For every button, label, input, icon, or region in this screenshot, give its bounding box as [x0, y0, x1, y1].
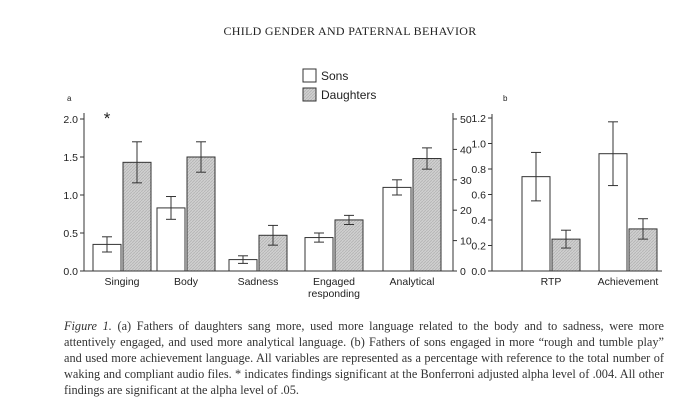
- panel-a-left-tick-label: 1.5: [63, 152, 78, 164]
- running-head: CHILD GENDER AND PATERNAL BEHAVIOR: [223, 24, 477, 38]
- errorbar-b-sons-1: [608, 121, 618, 187]
- panel-a-left-tick-label: 0.0: [63, 266, 78, 278]
- caption-figure-label: Figure 1.: [64, 319, 112, 333]
- category-label-a: Analytical: [390, 276, 435, 288]
- panel-b-tick-label: 0.6: [471, 190, 486, 202]
- errorbar-a-daughters-2: [268, 224, 278, 246]
- panel-a-right-tick-label: 50: [460, 114, 472, 126]
- panel-b-tick-label: 1.0: [471, 139, 486, 151]
- bar-b-sons-1: [598, 153, 628, 272]
- bar-a-sons-4: [382, 186, 412, 272]
- category-label-a: Singing: [104, 276, 139, 288]
- errorbar-a-daughters-1: [196, 141, 206, 173]
- significance-marker: *: [104, 109, 111, 128]
- bar-a-daughters-3: [334, 219, 364, 272]
- panel-b-tick-label: 0.2: [471, 241, 486, 253]
- errorbar-a-sons-0: [102, 236, 112, 253]
- legend-label-sons: Sons: [321, 69, 348, 83]
- errorbar-a-daughters-3: [344, 214, 354, 225]
- legend-swatch-daughters: [302, 87, 317, 102]
- legend-label-daughters: Daughters: [321, 88, 376, 102]
- bar-a-daughters-4: [412, 158, 442, 272]
- category-label-b: Achievement: [598, 276, 659, 288]
- panel-b-tick-label: 0.8: [471, 164, 486, 176]
- figure-caption: Figure 1. (a) Fathers of daughters sang …: [64, 318, 664, 398]
- panel-a-left-tick-label: 1.0: [63, 190, 78, 202]
- errorbar-a-sons-4: [392, 179, 402, 196]
- panel-a-left-tick-label: 0.5: [63, 228, 78, 240]
- panel-b-tick-label: 0.0: [471, 266, 486, 278]
- errorbar-a-sons-2: [238, 255, 248, 264]
- panel-a-right-tick-label: 40: [460, 144, 472, 156]
- panel-b-label: b: [503, 94, 508, 103]
- panel-a-left-tick-label: 2.0: [63, 114, 78, 126]
- panel-a-right-tick-label: 0: [460, 266, 466, 278]
- panel-b-tick-label: 1.2: [471, 113, 486, 125]
- errorbar-a-daughters-0: [132, 141, 142, 184]
- category-label-a: Sadness: [238, 276, 279, 288]
- caption-text: (a) Fathers of daughters sang more, used…: [64, 319, 664, 397]
- errorbar-b-sons-0: [531, 151, 541, 202]
- category-label-a: Engaged: [313, 276, 355, 288]
- errorbar-b-daughters-0: [561, 229, 571, 249]
- bar-a-daughters-1: [186, 156, 216, 272]
- panel-a-right-tick-label: 30: [460, 175, 472, 187]
- errorbar-a-daughters-4: [422, 147, 432, 170]
- category-label-a: Body: [174, 276, 199, 288]
- panel-a-label: a: [67, 94, 72, 103]
- bar-a-sons-0: [92, 243, 122, 272]
- errorbar-a-sons-1: [166, 196, 176, 220]
- panel-a-right-tick-label: 20: [460, 205, 472, 217]
- figure-chart: a 0.0 0.5 1.0 1.5 2.0 0 10 20 30 40 50 Singing * Body S…: [63, 68, 662, 300]
- legend-swatch-sons: [302, 68, 317, 83]
- category-label-a: responding: [308, 288, 360, 300]
- panel-b-tick-label: 0.4: [471, 215, 486, 227]
- category-label-b: RTP: [541, 276, 562, 288]
- panel-a-right-tick-label: 10: [460, 236, 472, 248]
- errorbar-a-sons-3: [314, 232, 324, 243]
- errorbar-b-daughters-1: [638, 218, 648, 240]
- bar-a-sons-3: [304, 237, 334, 272]
